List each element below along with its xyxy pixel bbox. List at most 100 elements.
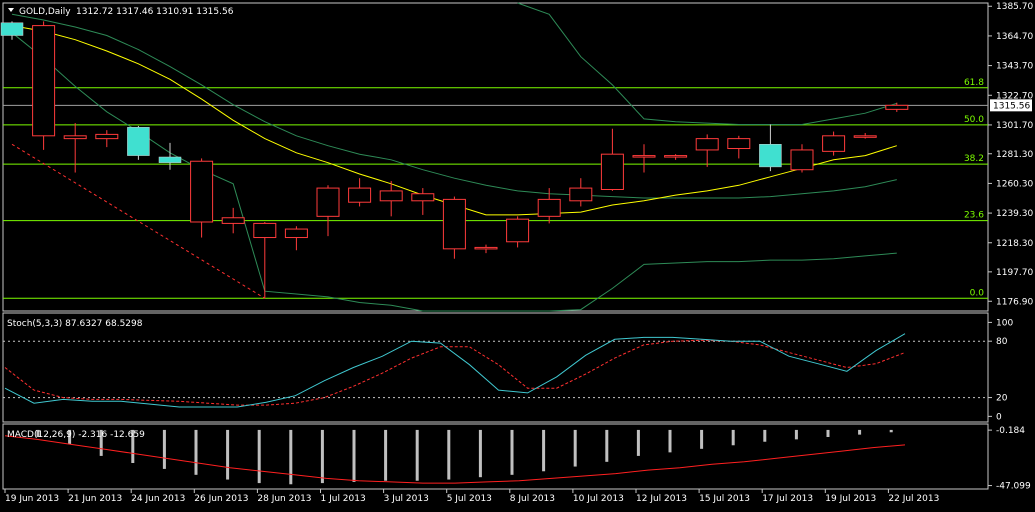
dropdown-triangle-icon[interactable] (8, 8, 14, 12)
candle-body (790, 149, 814, 171)
stochastic-signal-line (4, 339, 906, 406)
bollinger-bands (11, 2, 897, 312)
macd-bar (858, 429, 862, 435)
candle (127, 125, 150, 160)
candle (0, 21, 24, 40)
date-tick-label: 24 Jun 2013 (131, 494, 185, 504)
bollinger-middle (11, 13, 897, 199)
macd-bar (320, 429, 324, 484)
macd-bar (731, 429, 735, 446)
current-price-tag: 1315.56 (990, 99, 1032, 112)
candle (853, 132, 877, 139)
macd-bar (668, 429, 672, 453)
date-tick-label: 12 Jul 2013 (636, 494, 687, 504)
candle (695, 134, 719, 167)
macd-bar (447, 429, 451, 480)
price-pane[interactable]: 61.8 50.0 38.2 23.6 0.0 1385.70 1364.70 1343.7… (0, 2, 1033, 312)
fibonacci-levels: 61.8 50.0 38.2 23.6 0.0 (3, 78, 988, 299)
stochastic-tick-label: 100 (996, 318, 1013, 328)
macd-bar (573, 429, 577, 467)
stochastic-pane[interactable]: 100 80 20 0 Stoch(5,3,3) 87.6327 68.5298 (2, 312, 1013, 423)
macd-bar (636, 429, 640, 456)
candle-body (600, 153, 624, 190)
macd-bar (542, 429, 546, 472)
current-price-label: 1315.56 (993, 101, 1030, 111)
candle (284, 226, 308, 251)
fib-label: 0.0 (970, 288, 985, 298)
candle (664, 154, 688, 160)
date-tick-label: 28 Jun 2013 (257, 494, 311, 504)
candle (221, 207, 245, 234)
macd-bar (289, 429, 293, 485)
macd-axis: -0.184 -47.099 (988, 426, 1031, 492)
macd-tick-label: -47.099 (996, 482, 1031, 492)
macd-bar (226, 429, 230, 480)
candle-body (158, 156, 182, 163)
candle (190, 158, 214, 238)
date-tick-label: 22 Jul 2013 (888, 494, 939, 504)
candle-body (284, 228, 308, 239)
stochastic-tick-label: 20 (996, 394, 1008, 404)
candle (253, 221, 277, 299)
macd-bar (794, 429, 798, 440)
price-tick-label: 1218.30 (996, 239, 1033, 249)
macd-tick-label: -0.184 (996, 426, 1025, 436)
candle-body (190, 160, 214, 223)
candle-body (664, 155, 688, 158)
macd-title: MACD(12,26,9) -2.316 -12.659 (7, 430, 145, 440)
candle-body (853, 135, 877, 138)
candle-body (474, 246, 498, 250)
candle-body (32, 25, 56, 137)
candle (632, 144, 656, 173)
price-tick-label: 1343.70 (996, 62, 1033, 72)
bollinger-upper (517, 2, 897, 125)
candle-body (95, 133, 119, 140)
trend-line (11, 143, 266, 299)
date-tick-label: 5 Jul 2013 (447, 494, 492, 504)
candle-body (727, 138, 751, 150)
macd-bar (36, 429, 40, 437)
date-tick-label: 15 Jul 2013 (699, 494, 750, 504)
macd-bar (478, 429, 482, 478)
macd-bar (510, 429, 514, 475)
candle-body (822, 135, 846, 152)
stochastic-main-line (4, 333, 906, 408)
candle (569, 178, 593, 207)
date-tick-label: 1 Jul 2013 (321, 494, 366, 504)
stochastic-tick-label: 80 (996, 337, 1008, 347)
candle-body (442, 198, 466, 250)
candle (600, 128, 624, 191)
stochastic-title: Stoch(5,3,3) 87.6327 68.5298 (7, 319, 143, 329)
candle-body (0, 22, 24, 36)
candle (727, 135, 751, 159)
candle-body (411, 193, 435, 202)
date-tick-label: 19 Jun 2013 (5, 494, 59, 504)
date-axis: 19 Jun 2013 21 Jun 2013 24 Jun 2013 26 Jun … (4, 489, 939, 504)
macd-bar (415, 429, 419, 481)
candle-body (537, 198, 561, 217)
macd-bar (68, 429, 72, 445)
candle (790, 144, 814, 173)
candle (759, 124, 782, 172)
price-tick-label: 1260.30 (996, 179, 1033, 189)
candle (95, 130, 119, 148)
macd-pane[interactable]: -0.184 -47.099 MACD(12,26,9) -2.316 -12.6… (2, 423, 1031, 492)
candle-body (316, 187, 340, 217)
candles (0, 21, 909, 299)
price-tick-label: 1239.30 (996, 209, 1033, 219)
candle (32, 21, 56, 150)
candle-body (885, 104, 909, 110)
candle (822, 131, 846, 156)
macd-bar (99, 429, 103, 456)
price-tick-label: 1301.70 (996, 121, 1033, 131)
candle-body (569, 187, 593, 202)
stochastic-tick-label: 0 (996, 412, 1002, 422)
candle-body (379, 190, 403, 202)
candle (316, 185, 340, 237)
macd-histogram (4, 429, 906, 485)
date-tick-label: 10 Jul 2013 (573, 494, 624, 504)
ohlc-header: 1312.72 1317.46 1310.91 1315.56 (76, 7, 234, 17)
price-tick-label: 1281.30 (996, 150, 1033, 160)
